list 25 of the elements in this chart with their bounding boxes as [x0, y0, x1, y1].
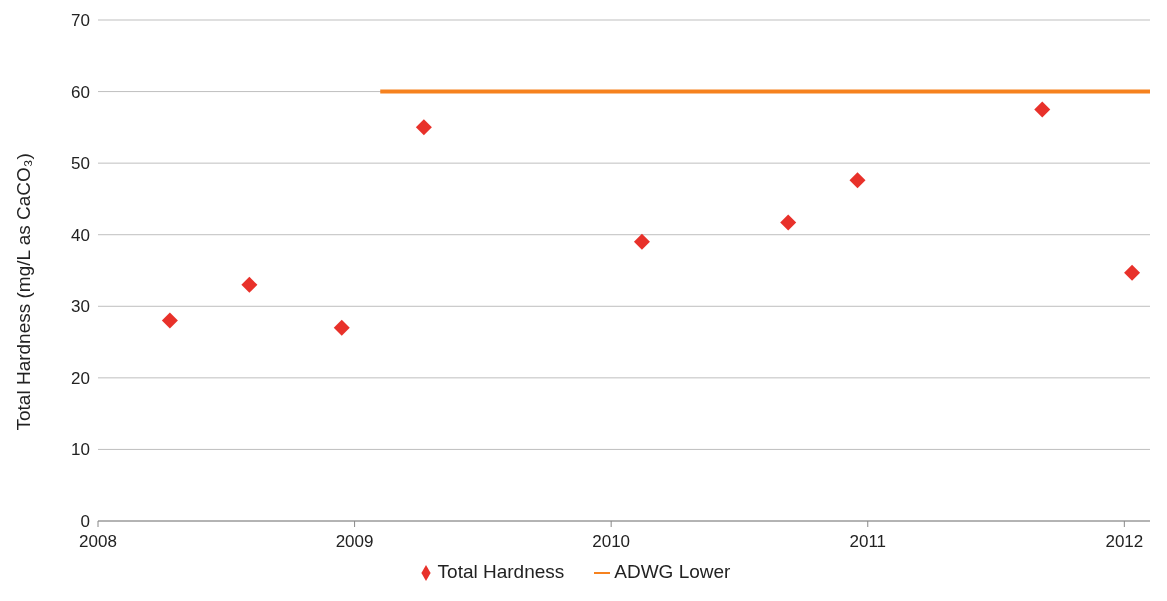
point	[333, 319, 350, 336]
x-tick-label: 2010	[592, 532, 631, 552]
x-tick-label: 2012	[1105, 532, 1144, 552]
point	[849, 172, 866, 189]
y-tick-label: 40	[71, 225, 90, 245]
y-tick-label: 20	[71, 368, 90, 388]
y-tick-label: 10	[71, 440, 90, 460]
legend-label: ADWG Lower	[614, 561, 731, 582]
x-tick-label: 2009	[335, 532, 374, 552]
point	[161, 312, 178, 329]
point	[415, 119, 432, 136]
point	[1124, 264, 1141, 281]
x-tick-label: 2008	[79, 532, 117, 552]
y-axis-title: Total Hardness (mg/L as CaCO₃)	[12, 153, 34, 431]
y-tick-label: 30	[71, 297, 90, 317]
y-tick-label: 50	[71, 154, 90, 174]
point	[241, 276, 258, 293]
y-tick-label: 60	[71, 82, 90, 102]
x-tick-label: 2011	[849, 532, 887, 552]
point	[780, 214, 797, 231]
y-tick-label: 0	[80, 512, 90, 532]
point	[1034, 101, 1051, 118]
legend-label: Total Hardness	[437, 561, 565, 582]
point	[633, 233, 650, 250]
y-tick-label: 70	[71, 11, 90, 31]
